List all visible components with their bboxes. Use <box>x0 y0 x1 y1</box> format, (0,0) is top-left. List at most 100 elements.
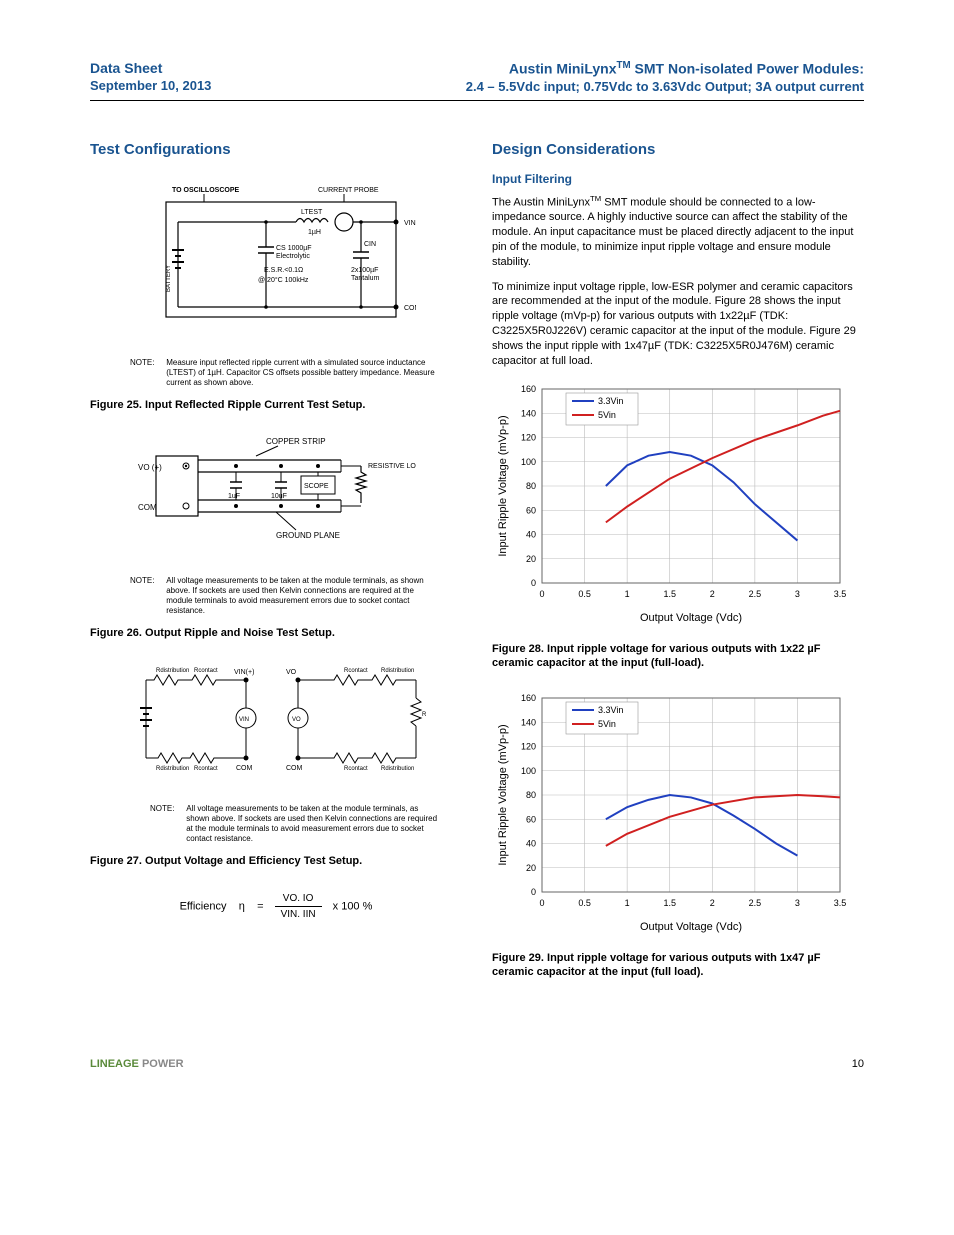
svg-text:Output Voltage (Vdc): Output Voltage (Vdc) <box>640 612 742 624</box>
test-config-title: Test Configurations <box>90 141 462 158</box>
svg-text:5Vin: 5Vin <box>598 410 616 420</box>
svg-text:Output Voltage (Vdc): Output Voltage (Vdc) <box>640 921 742 933</box>
svg-text:100: 100 <box>521 766 536 776</box>
svg-text:1.5: 1.5 <box>663 589 676 599</box>
svg-text:0: 0 <box>531 887 536 897</box>
svg-text:VO: VO <box>286 669 297 676</box>
efficiency-equation: Efficiency η = VO. IO VIN. IIN x 100 % <box>90 893 462 920</box>
header-left: Data Sheet September 10, 2013 <box>90 60 211 94</box>
svg-text:0: 0 <box>539 898 544 908</box>
svg-text:3.3Vin: 3.3Vin <box>598 396 623 406</box>
eq-symbol: η <box>239 900 245 912</box>
fig27-diagram: Rdistribution Rcontact VIN(+) Rcontact R… <box>90 658 462 798</box>
fig25-caption: Figure 25. Input Reflected Ripple Curren… <box>90 398 462 412</box>
svg-text:2.5: 2.5 <box>749 589 762 599</box>
svg-text:COM: COM <box>138 503 157 512</box>
eq-denominator: VIN. IIN <box>275 907 322 920</box>
eq-label: Efficiency <box>180 900 227 912</box>
product-title-post: SMT Non-isolated Power Modules: <box>631 61 864 77</box>
left-column: Test Configurations TO OSCILLOSCOPE CURR… <box>90 141 462 998</box>
design-title: Design Considerations <box>492 141 864 158</box>
svg-text:COM: COM <box>404 305 416 312</box>
svg-text:VO (+): VO (+) <box>138 463 162 472</box>
input-filtering-title: Input Filtering <box>492 172 864 186</box>
page-header: Data Sheet September 10, 2013 Austin Min… <box>90 60 864 101</box>
eq-equals: = <box>257 900 263 912</box>
page-number: 10 <box>852 1058 864 1070</box>
note-body: Measure input reflected ripple current w… <box>166 358 438 388</box>
fig29-chart: 02040608010012014016000.511.522.533.53.3… <box>492 688 864 941</box>
svg-text:0: 0 <box>531 578 536 588</box>
svg-text:Rcontact: Rcontact <box>194 668 218 674</box>
svg-text:0: 0 <box>539 589 544 599</box>
svg-text:E.S.R.<0.1Ω: E.S.R.<0.1Ω <box>264 267 303 274</box>
svg-text:Electrolytic: Electrolytic <box>276 253 310 260</box>
svg-text:160: 160 <box>521 693 536 703</box>
fig26-diagram: COPPER STRIP VO (+) COM <box>90 430 462 570</box>
svg-text:CURRENT PROBE: CURRENT PROBE <box>318 187 379 194</box>
svg-text:BATTERY: BATTERY <box>166 265 172 292</box>
note-label: NOTE: <box>150 804 184 814</box>
note-body: All voltage measurements to be taken at … <box>186 804 438 844</box>
fig25-diagram: TO OSCILLOSCOPE CURRENT PROBE LTEST 1µH … <box>90 172 462 352</box>
svg-text:100: 100 <box>521 456 536 466</box>
svg-text:3.3Vin: 3.3Vin <box>598 705 623 715</box>
fig26-caption: Figure 26. Output Ripple and Noise Test … <box>90 626 462 640</box>
product-title-pre: Austin MiniLynx <box>509 61 617 77</box>
svg-text:TO OSCILLOSCOPE: TO OSCILLOSCOPE <box>172 187 239 194</box>
svg-text:5Vin: 5Vin <box>598 719 616 729</box>
svg-text:60: 60 <box>526 814 536 824</box>
p1-pre: The Austin MiniLynx <box>492 196 590 208</box>
doc-type: Data Sheet <box>90 60 211 76</box>
svg-text:Rdistribution: Rdistribution <box>156 668 189 674</box>
fig26-note: NOTE: All voltage measurements to be tak… <box>130 576 442 616</box>
svg-text:3: 3 <box>795 589 800 599</box>
svg-text:80: 80 <box>526 790 536 800</box>
svg-text:VO: VO <box>292 717 301 723</box>
svg-text:140: 140 <box>521 717 536 727</box>
svg-text:VIN(+): VIN(+) <box>404 220 416 227</box>
svg-text:COPPER STRIP: COPPER STRIP <box>266 437 326 446</box>
svg-text:VIN(+): VIN(+) <box>234 669 254 676</box>
tm-mark: TM <box>616 60 630 71</box>
para-1: The Austin MiniLynxTM SMT module should … <box>492 194 864 270</box>
product-title: Austin MiniLynxTM SMT Non-isolated Power… <box>466 60 864 77</box>
svg-text:1.5: 1.5 <box>663 898 676 908</box>
eq-numerator: VO. IO <box>275 893 322 907</box>
svg-text:Rcontact: Rcontact <box>344 668 368 674</box>
svg-text:1µH: 1µH <box>308 229 321 236</box>
svg-text:20: 20 <box>526 863 536 873</box>
svg-text:CIN: CIN <box>364 241 376 248</box>
svg-text:@ 20°C 100kHz: @ 20°C 100kHz <box>258 276 309 284</box>
svg-text:Rdistribution: Rdistribution <box>381 668 414 674</box>
svg-text:40: 40 <box>526 529 536 539</box>
doc-date: September 10, 2013 <box>90 78 211 93</box>
svg-text:80: 80 <box>526 481 536 491</box>
svg-text:VIN: VIN <box>239 717 249 723</box>
svg-text:20: 20 <box>526 553 536 563</box>
svg-text:Input Ripple Voltage (mVp-p): Input Ripple Voltage (mVp-p) <box>497 725 509 866</box>
svg-text:160: 160 <box>521 384 536 394</box>
svg-text:2.5: 2.5 <box>749 898 762 908</box>
fig29-caption: Figure 29. Input ripple voltage for vari… <box>492 951 864 980</box>
page-footer: LINEAGE POWER 10 <box>90 1058 864 1070</box>
svg-text:GROUND PLANE: GROUND PLANE <box>276 531 340 540</box>
fig25-note: NOTE: Measure input reflected ripple cur… <box>130 358 442 388</box>
svg-text:140: 140 <box>521 408 536 418</box>
svg-text:60: 60 <box>526 505 536 515</box>
right-column: Design Considerations Input Filtering Th… <box>492 141 864 998</box>
eq-tail: x 100 % <box>333 900 373 912</box>
svg-text:CS 1000µF: CS 1000µF <box>276 245 312 252</box>
svg-text:3: 3 <box>795 898 800 908</box>
svg-text:2x100µF: 2x100µF <box>351 267 378 274</box>
svg-text:1: 1 <box>625 589 630 599</box>
header-right: Austin MiniLynxTM SMT Non-isolated Power… <box>466 60 864 94</box>
svg-text:RESISTIVE LOAD: RESISTIVE LOAD <box>368 463 416 470</box>
brand-word2: POWER <box>142 1058 184 1070</box>
content-columns: Test Configurations TO OSCILLOSCOPE CURR… <box>90 141 864 998</box>
svg-text:COM: COM <box>286 765 303 772</box>
eq-fraction: VO. IO VIN. IIN <box>275 893 322 920</box>
fig28-caption: Figure 28. Input ripple voltage for vari… <box>492 642 864 671</box>
svg-text:120: 120 <box>521 742 536 752</box>
svg-text:1: 1 <box>625 898 630 908</box>
